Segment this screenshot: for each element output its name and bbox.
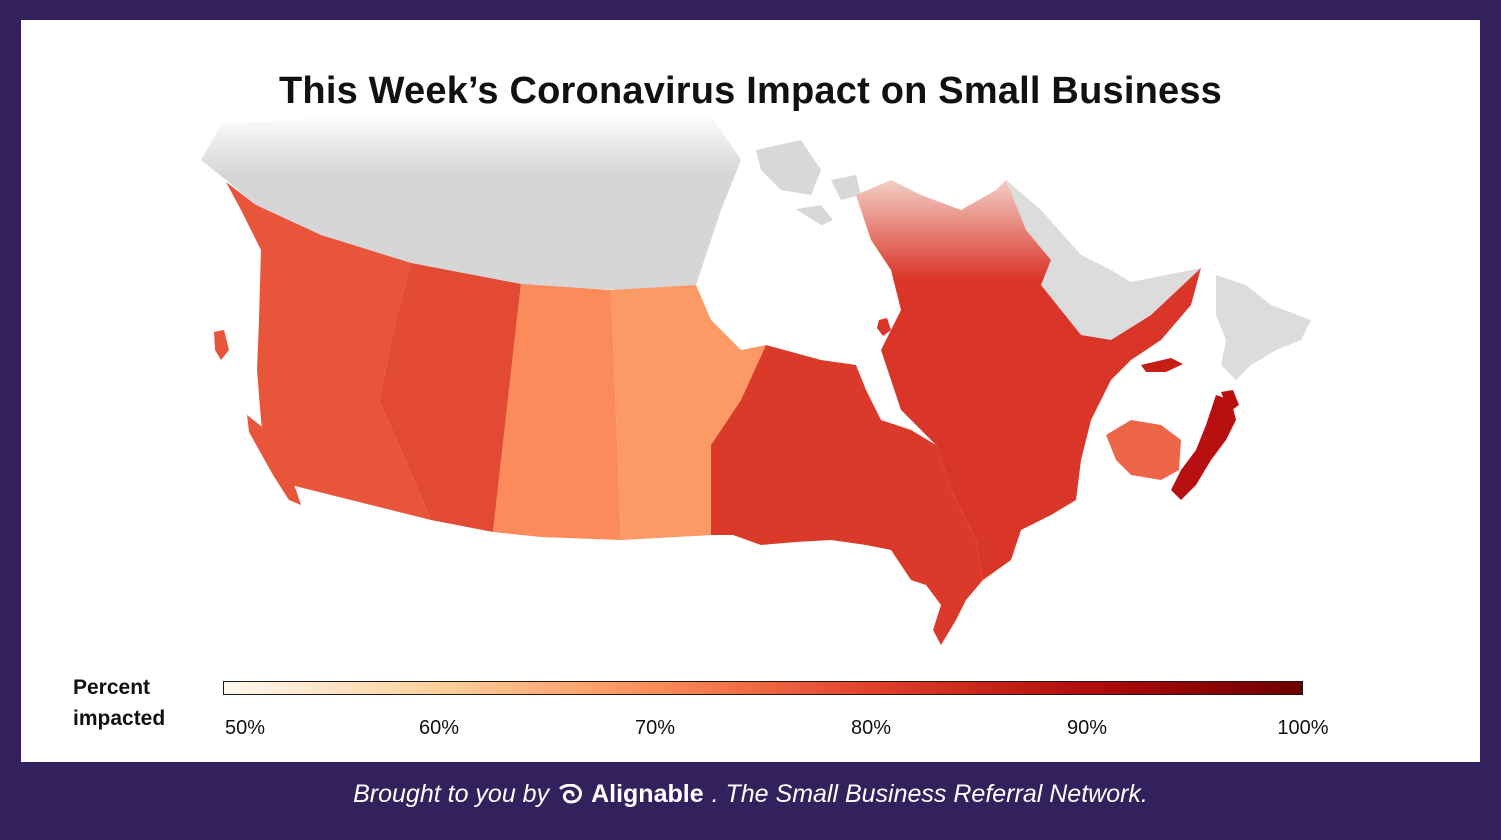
region-nova-scotia[interactable] [1171, 395, 1236, 500]
legend-label: Percent impacted [73, 672, 213, 734]
legend-tick-label: 60% [418, 717, 460, 739]
map-title: This Week’s Coronavirus Impact on Small … [279, 70, 1222, 112]
region-pei[interactable] [1141, 358, 1183, 372]
legend-tick-label: 100% [1277, 717, 1329, 739]
region-arctic-islands [756, 140, 861, 230]
region-manitoba[interactable] [611, 285, 766, 540]
region-quebec[interactable] [856, 180, 1201, 580]
footer: Brought to you by Alignable . The Small … [0, 780, 1501, 809]
chart-panel: This Week’s Coronavirus Impact on Small … [21, 20, 1480, 762]
legend-tick-label: 70% [634, 717, 676, 739]
region-haida-gwaii [214, 330, 229, 360]
brand-name: Alignable [591, 780, 704, 808]
region-vancouver-island [247, 415, 301, 505]
region-territories [201, 112, 741, 290]
footer-prefix: Brought to you by [353, 780, 550, 808]
region-hudson-bay [701, 170, 936, 445]
region-ontario[interactable] [711, 345, 983, 645]
alignable-brand[interactable]: Alignable [557, 780, 704, 809]
region-newfoundland-labrador [1006, 180, 1201, 340]
region-james-bay-island [877, 318, 891, 336]
region-british-columbia[interactable] [226, 182, 431, 520]
legend-label-line1: Percent [73, 676, 151, 699]
legend-color-bar [223, 681, 1303, 695]
legend-tick-label: 80% [850, 717, 892, 739]
canada-map [201, 112, 1311, 645]
footer-suffix: . The Small Business Referral Network. [711, 780, 1148, 808]
region-cape-breton [1221, 390, 1239, 412]
legend-label-line2: impacted [73, 707, 166, 730]
region-new-brunswick[interactable] [1106, 420, 1181, 480]
region-alberta[interactable] [379, 263, 521, 532]
region-newfoundland-island [1216, 275, 1311, 380]
region-saskatchewan[interactable] [493, 284, 621, 540]
legend-tick-label: 50% [224, 717, 266, 739]
alignable-logo-icon [559, 783, 583, 804]
legend-tick-label: 90% [1066, 717, 1108, 739]
